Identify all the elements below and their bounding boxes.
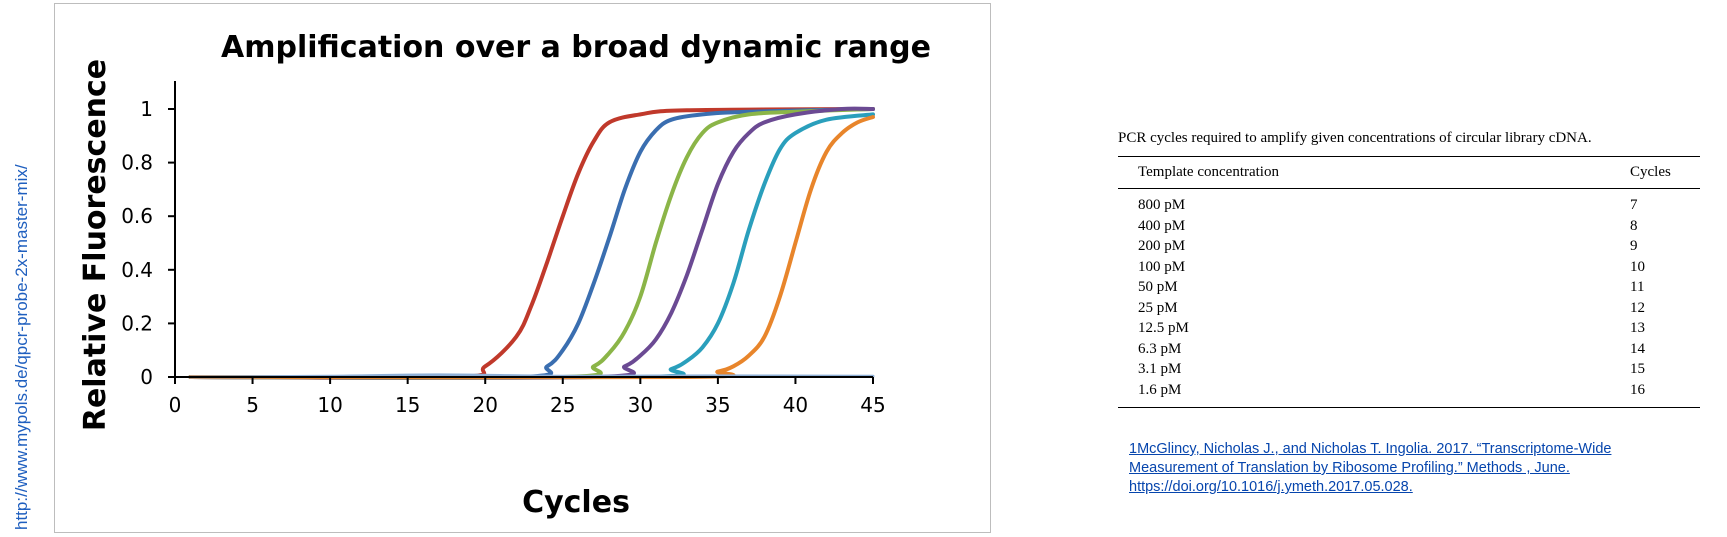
- table-row: 800 pM 7: [1118, 189, 1700, 216]
- x-tick-label: 0: [169, 393, 182, 417]
- y-tick-label: 1: [140, 97, 153, 121]
- series-lines: [188, 106, 875, 380]
- axes: 0 5 10 15 20 25 30 35 40 45 0 0.2 0.4 0.6 0.8 1: [121, 81, 886, 417]
- table-row: 12.5 pM 13: [1118, 318, 1700, 339]
- concentration-cell: 200 pM: [1138, 238, 1186, 254]
- x-tick-label: 25: [550, 393, 575, 417]
- table-row: 200 pM 9: [1118, 236, 1700, 257]
- series-line-1: [188, 107, 875, 380]
- header-cycles: Cycles: [1630, 156, 1700, 189]
- x-tick-label: 40: [783, 393, 808, 417]
- citation-line-3[interactable]: https://doi.org/10.1016/j.ymeth.2017.05.…: [1129, 479, 1413, 495]
- x-tick-label: 5: [246, 393, 259, 417]
- source-url-vertical[interactable]: http://www.mypols.de/qpcr-probe-2x-maste…: [12, 164, 31, 530]
- table-row: 50 pM 11: [1118, 277, 1700, 298]
- chart-title: Amplification over a broad dynamic range: [221, 30, 931, 65]
- concentration-cell: 1.6 pM: [1118, 379, 1630, 408]
- x-tick-label: 10: [317, 393, 342, 417]
- chart-panel: Amplification over a broad dynamic range…: [54, 3, 991, 533]
- series-line-6: [188, 115, 875, 380]
- x-axis-label: Cycles: [522, 485, 630, 520]
- y-tick-label: 0.6: [121, 204, 153, 228]
- table-row: 100 pM 10: [1118, 257, 1700, 278]
- pcr-cycles-table: Template concentration Cycles 800 pM 7 400…: [1118, 156, 1700, 408]
- citation-line-2[interactable]: Measurement of Translation by Ribosome P…: [1129, 460, 1570, 476]
- citation-link[interactable]: 1McGlincy, Nicholas J., and Nicholas T. …: [1129, 440, 1709, 497]
- table-row: 400 pM 8: [1118, 216, 1700, 237]
- series-line-4: [188, 106, 875, 380]
- amplification-chart: Amplification over a broad dynamic range…: [78, 30, 931, 520]
- table-row: 6.3 pM 14: [1118, 339, 1700, 360]
- cycles-cell: 11: [1630, 279, 1645, 295]
- concentration-cell: 50 pM: [1138, 279, 1178, 295]
- cycles-cell: 7: [1630, 197, 1638, 213]
- table-row: 25 pM 12: [1118, 298, 1700, 319]
- x-tick-label: 35: [705, 393, 730, 417]
- series-line-2: [188, 107, 875, 380]
- cycles-cell: 14: [1630, 340, 1645, 357]
- cycles-cell: 15: [1630, 361, 1645, 377]
- header-template-concentration: Template concentration: [1118, 156, 1630, 189]
- x-tick-label: 20: [472, 393, 497, 417]
- cycles-cell: 16: [1630, 379, 1700, 408]
- x-tick-label: 15: [395, 393, 420, 417]
- y-tick-label: 0: [140, 365, 153, 389]
- x-tick-label: 45: [860, 393, 885, 417]
- x-tick-label: 30: [628, 393, 653, 417]
- table-row: 3.1 pM 15: [1118, 359, 1700, 380]
- concentration-cell: 400 pM: [1138, 217, 1186, 234]
- y-tick-label: 0.4: [121, 258, 153, 282]
- table-header-row: Template concentration Cycles: [1118, 156, 1700, 189]
- y-tick-label: 0.2: [121, 311, 153, 335]
- cycles-cell: 12: [1630, 299, 1645, 316]
- concentration-cell: 12.5 pM: [1138, 320, 1189, 336]
- concentration-cell: 6.3 pM: [1138, 340, 1182, 357]
- cycles-cell: 13: [1630, 320, 1645, 336]
- concentration-cell: 100 pM: [1138, 258, 1186, 275]
- citation-line-1[interactable]: 1McGlincy, Nicholas J., and Nicholas T. …: [1129, 441, 1612, 457]
- concentration-cell: 800 pM: [1138, 197, 1186, 213]
- cycles-cell: 8: [1630, 217, 1638, 234]
- table-row: 1.6 pM 16: [1118, 379, 1700, 408]
- series-line-5: [188, 112, 875, 380]
- y-axis-label: Relative Fluorescence: [78, 59, 113, 431]
- concentration-cell: 25 pM: [1138, 299, 1178, 316]
- cycles-cell: 10: [1630, 258, 1645, 275]
- y-tick-label: 0.8: [121, 151, 153, 175]
- series-line-3: [188, 107, 875, 380]
- concentration-cell: 3.1 pM: [1138, 361, 1182, 377]
- table-caption: PCR cycles required to amplify given con…: [1118, 130, 1592, 146]
- cycles-cell: 9: [1630, 238, 1638, 254]
